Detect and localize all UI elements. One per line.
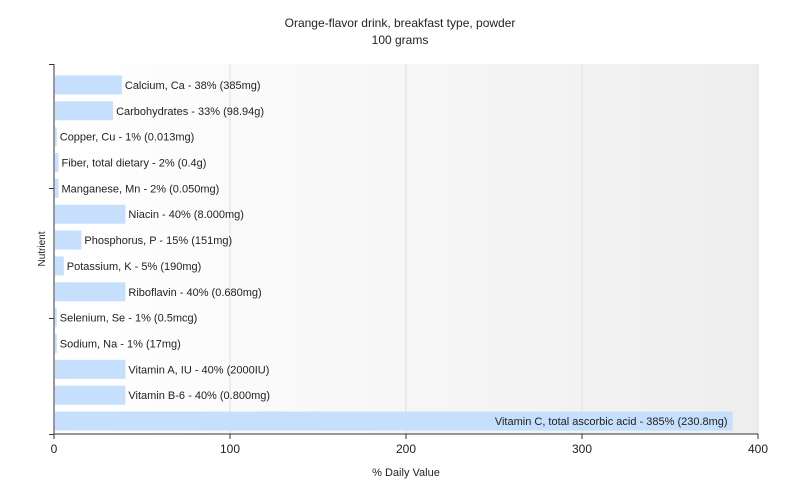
chart-title: Orange-flavor drink, breakfast type, pow… bbox=[285, 16, 516, 30]
bar bbox=[55, 359, 126, 379]
bar-label: Vitamin C, total ascorbic acid - 385% (2… bbox=[495, 416, 728, 428]
bar-labels: Calcium, Ca - 38% (385mg) Carbohydrates -… bbox=[60, 80, 728, 428]
bar-label: Calcium, Ca - 38% (385mg) bbox=[125, 80, 261, 92]
bar bbox=[55, 153, 59, 172]
x-tick-label: 300 bbox=[572, 442, 592, 456]
bar-label: Sodium, Na - 1% (17mg) bbox=[60, 339, 181, 351]
x-tick-label: 400 bbox=[748, 442, 768, 456]
bars bbox=[55, 75, 733, 431]
x-axis-label: % Daily Value bbox=[372, 467, 440, 479]
axes: 0 100 200 300 400 bbox=[49, 64, 768, 456]
bar bbox=[55, 308, 57, 328]
bar-label: Phosphorus, P - 15% (151mg) bbox=[84, 235, 232, 247]
bar bbox=[55, 75, 122, 95]
bar bbox=[55, 282, 126, 302]
grid-lines bbox=[229, 64, 759, 434]
bar-label: Vitamin B-6 - 40% (0.800mg) bbox=[128, 390, 270, 402]
bar bbox=[55, 127, 57, 147]
bar bbox=[55, 101, 114, 121]
x-tick-label: 0 bbox=[51, 442, 58, 456]
bar bbox=[55, 411, 733, 431]
bar bbox=[55, 178, 59, 198]
x-tick-label: 200 bbox=[396, 442, 416, 456]
x-tick-label: 100 bbox=[220, 442, 240, 456]
bar-label: Manganese, Mn - 2% (0.050mg) bbox=[62, 183, 220, 195]
bar bbox=[55, 334, 57, 353]
bar-label: Copper, Cu - 1% (0.013mg) bbox=[60, 132, 195, 144]
bar-label: Vitamin A, IU - 40% (2000IU) bbox=[128, 364, 269, 376]
bar bbox=[55, 204, 126, 224]
y-axis-label: Nutrient bbox=[37, 231, 48, 266]
bar-label: Fiber, total dietary - 2% (0.4g) bbox=[62, 158, 207, 170]
bar-label: Potassium, K - 5% (190mg) bbox=[67, 261, 202, 273]
bar-label: Riboflavin - 40% (0.680mg) bbox=[128, 287, 261, 299]
bar-label: Niacin - 40% (8.000mg) bbox=[128, 209, 244, 221]
bar bbox=[55, 385, 126, 405]
bar-label: Selenium, Se - 1% (0.5mcg) bbox=[60, 313, 198, 325]
bar-label: Carbohydrates - 33% (98.94g) bbox=[116, 106, 264, 118]
chart-subtitle: 100 grams bbox=[372, 33, 429, 47]
bar bbox=[55, 230, 82, 250]
bar bbox=[55, 256, 64, 276]
